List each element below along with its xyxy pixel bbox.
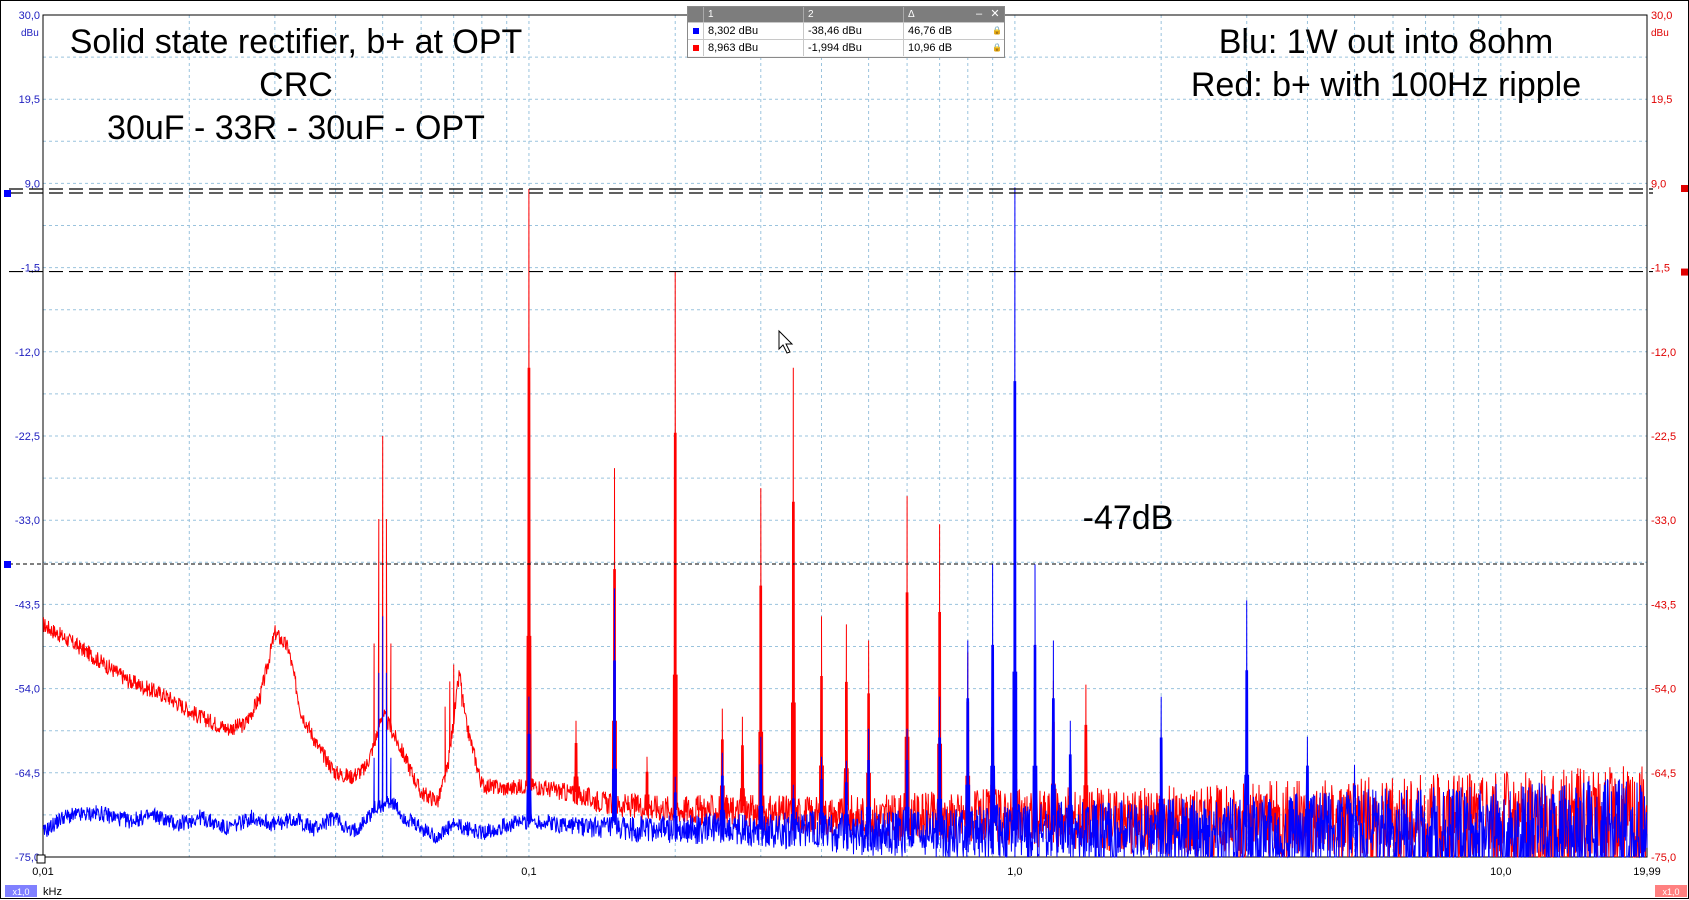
cursor-col-2-header: 2 — [804, 7, 904, 22]
cursor-2-value: -38,46 dBu — [804, 23, 904, 39]
y-unit-right: dBu — [1651, 28, 1669, 39]
y-tick-label-left: 30,0 — [19, 10, 40, 22]
legend-line: Red: b+ with 100Hz ripple — [1191, 66, 1581, 104]
cursor-col-1-header: 1 — [704, 7, 804, 22]
y-tick-label-right: -54,0 — [1651, 684, 1676, 696]
x-zoom-left-badge — [5, 885, 37, 897]
y-tick-label-right: -43,5 — [1651, 599, 1676, 611]
x-tick-label: 0,1 — [521, 866, 536, 878]
cursor-readout-table[interactable]: 1 2 Δ – ✕ 8,302 dBu -38,46 dBu 46,76 dB 🔒… — [687, 6, 1005, 58]
x-tick-label: 1,0 — [1007, 866, 1022, 878]
y-tick-label-right: -1,5 — [1651, 263, 1670, 275]
close-icon[interactable]: ✕ — [990, 8, 1000, 20]
y-tick-label-left: -22,5 — [15, 431, 40, 443]
y-tick-label-left: -33,0 — [15, 515, 40, 527]
minimize-icon[interactable]: – — [975, 8, 983, 20]
y-tick-label-right: 9,0 — [1651, 178, 1666, 190]
cursor-table-header: 1 2 Δ – ✕ — [688, 7, 1004, 22]
x-tick-label: 19,99 — [1633, 866, 1661, 878]
cursor-table-row: 8,302 dBu -38,46 dBu 46,76 dB 🔒 — [688, 22, 1004, 39]
origin-marker — [36, 854, 46, 864]
x-zoom-left-label: x1,0 — [12, 887, 29, 897]
cursor-col-delta-header: Δ — [908, 9, 915, 20]
y-tick-label-left: 19,5 — [19, 94, 40, 106]
series-red-line — [42, 188, 1648, 858]
y-tick-label-left: 9,0 — [25, 178, 40, 190]
y-tick-label-left: -75,0 — [15, 852, 40, 864]
y-tick-label-right: 19,5 — [1651, 94, 1672, 106]
x-zoom-right-badge — [1655, 885, 1687, 897]
title-line: 30uF - 33R - 30uF - OPT — [107, 109, 485, 147]
cursor-handle-left — [4, 560, 11, 568]
lock-icon[interactable]: 🔒 — [992, 43, 1002, 52]
mouse-pointer-icon — [778, 329, 794, 354]
cursor-handle-right — [1681, 184, 1688, 192]
title-line: CRC — [259, 66, 333, 104]
series-swatch-icon — [692, 28, 699, 34]
y-tick-label-right: -22,5 — [1651, 431, 1676, 443]
y-tick-label-right: 30,0 — [1651, 10, 1672, 22]
y-unit-left: dBu — [21, 28, 39, 39]
y-tick-label-left: -54,0 — [15, 684, 40, 696]
y-tick-label-right: -33,0 — [1651, 515, 1676, 527]
cursor-delta-value: 46,76 dB — [908, 25, 953, 37]
y-tick-label-left: -1,5 — [21, 263, 40, 275]
cursor-1-value: 8,963 dBu — [704, 40, 804, 56]
x-tick-label: 10,0 — [1490, 866, 1511, 878]
cursor-handle-left — [4, 189, 11, 197]
lock-icon[interactable]: 🔒 — [992, 26, 1002, 35]
annotation-label: -47dB — [1083, 499, 1174, 537]
cursor-handle-right — [1681, 268, 1688, 276]
cursor-table-row: 8,963 dBu -1,994 dBu 10,96 dB 🔒 — [688, 39, 1004, 56]
x-tick-label: 0,01 — [32, 866, 53, 878]
y-tick-label-right: -64,5 — [1651, 768, 1676, 780]
legend-line: Blu: 1W out into 8ohm — [1219, 23, 1554, 61]
series-swatch-icon — [692, 45, 699, 51]
series-blue-line — [42, 187, 1648, 859]
y-tick-label-left: -43,5 — [15, 599, 40, 611]
cursor-delta-value: 10,96 dB — [908, 42, 953, 54]
y-tick-label-right: -12,0 — [1651, 347, 1676, 359]
y-tick-label-left: -12,0 — [15, 347, 40, 359]
x-unit-label: kHz — [43, 886, 62, 898]
x-zoom-right-label: x1,0 — [1662, 887, 1679, 897]
cursor-2-value: -1,994 dBu — [804, 40, 904, 56]
cursor-1-value: 8,302 dBu — [704, 23, 804, 39]
y-tick-label-left: -64,5 — [15, 768, 40, 780]
y-tick-label-right: -75,0 — [1651, 852, 1676, 864]
title-line: Solid state rectifier, b+ at OPT — [70, 23, 523, 61]
